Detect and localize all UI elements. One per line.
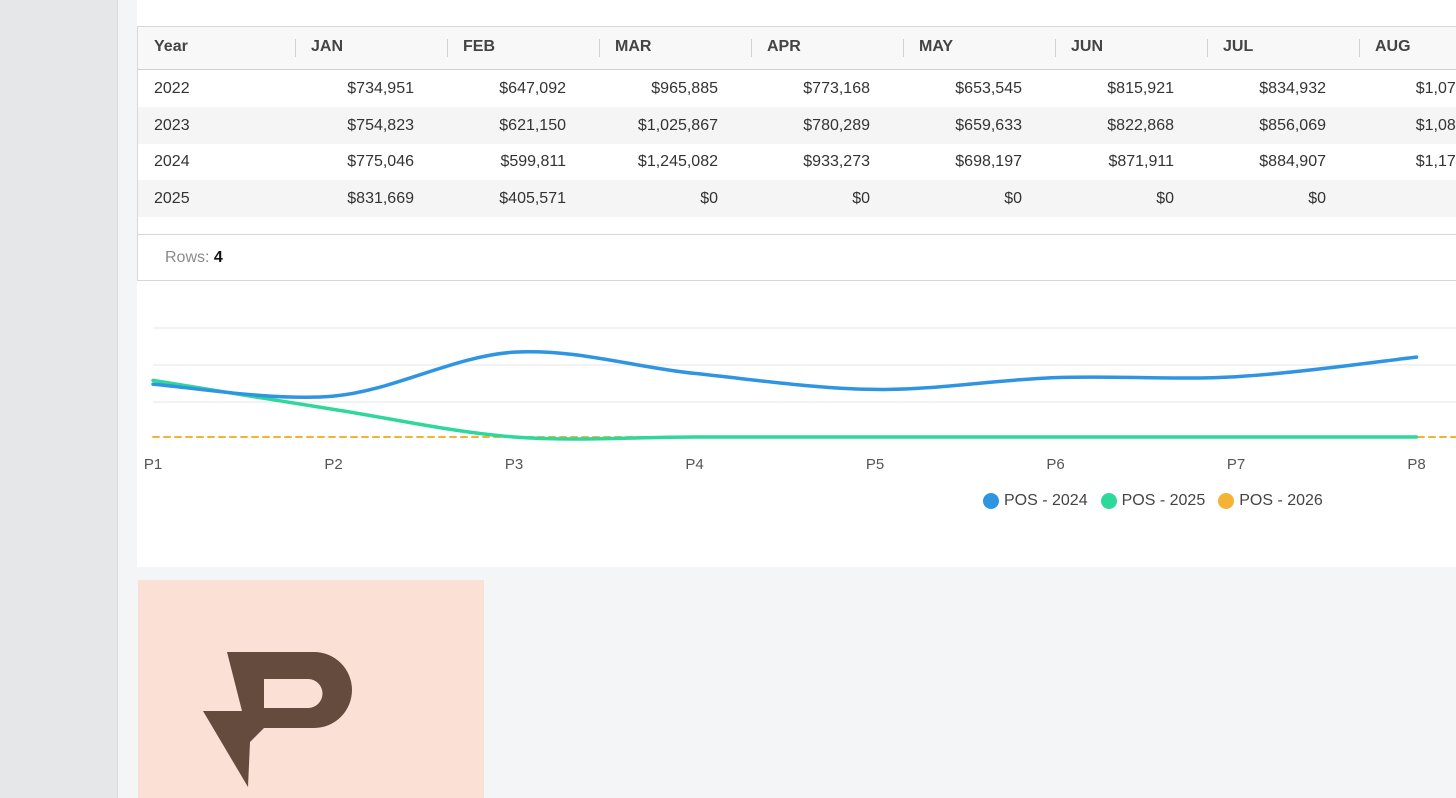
x-tick-label: P7 [1227,456,1245,473]
x-tick-label: P1 [144,456,162,473]
value-cell: $647,092 [499,80,566,97]
column-header-year[interactable]: Year [154,38,188,55]
column-header-may[interactable]: MAY [919,38,954,55]
column-resize-handle[interactable] [1055,39,1056,57]
value-cell: $659,633 [955,116,1022,134]
table-row[interactable]: 2024 $775,046 $599,811 $1,245,082 $933,273 $6… [138,143,1456,180]
legend-marker [983,493,999,509]
data-grid: Year JAN FEB MAR APR MAY JUN JUL AUG 2022 $734,95… [137,26,1456,281]
value-cell: $1,086,2 [1415,116,1456,134]
column-header-jul[interactable]: JUL [1223,38,1254,55]
value-cell: $1,079,4 [1415,80,1456,97]
x-tick-label: P2 [324,456,342,473]
value-cell: $775,046 [347,153,414,170]
table-row[interactable]: 2023 $754,823 $621,150 $1,025,867 $780,289 $6… [138,106,1456,144]
column-header-jan[interactable]: JAN [311,38,344,55]
column-resize-handle[interactable] [903,39,904,57]
brand-logo-mark [203,652,352,787]
column-resize-handle[interactable] [751,39,752,57]
x-tick-label: P8 [1407,456,1425,473]
value-cell: $1,025,867 [637,116,718,134]
value-cell: $0 [700,189,718,207]
value-cell: $822,868 [1107,116,1174,134]
rows-label: Rows: [165,249,210,266]
legend-marker [1100,493,1117,509]
value-cell: $773,168 [803,80,870,97]
value-cell: $599,811 [500,153,566,170]
column-header-aug[interactable]: AUG [1375,38,1411,55]
value-cell: $0 [1308,189,1326,207]
x-tick-label: P3 [505,456,523,473]
value-cell: $831,669 [347,189,414,207]
brand-logo [203,652,352,787]
value-cell: $0 [852,189,870,207]
value-cell: $933,273 [803,153,870,170]
table-row[interactable]: 2025 $831,669 $405,571 $0 $0 $0 $0 $0 [138,179,1456,217]
value-cell: $698,197 [955,153,1022,170]
value-cell: $1,245,082 [637,153,718,170]
grid-footer: Rows: 4 [138,234,1456,280]
value-cell: $965,885 [651,80,718,97]
table-row[interactable]: 2022 $734,951 $647,092 $965,885 $773,168 $653… [138,70,1456,107]
chart-legend: POS - 2024 POS - 2025 POS - 2026 [983,490,1336,512]
column-header-mar[interactable]: MAR [615,38,652,55]
legend-item[interactable]: POS - 2025 [1100,492,1206,510]
value-cell: $734,951 [347,80,414,97]
legend-label: POS - 2026 [1239,492,1323,509]
value-cell: $780,289 [803,116,870,134]
value-cell: $884,907 [1259,153,1326,170]
value-cell: $653,545 [955,80,1022,97]
value-cell: $621,150 [499,116,566,134]
value-cell: $754,823 [347,116,414,134]
legend-marker [1218,493,1235,509]
value-cell: $0 [1004,189,1022,207]
column-header-apr[interactable]: APR [767,38,801,55]
series-line-pos-2025[interactable] [151,378,1419,441]
value-cell: $856,069 [1259,116,1326,134]
value-cell: $1,172,3 [1415,153,1456,170]
column-resize-handle[interactable] [599,39,600,57]
column-resize-handle[interactable] [1207,39,1208,57]
column-resize-handle[interactable] [1359,39,1360,57]
pos-line-chart: P1 P2 P3 P4 P5 P6 P7 P8 [144,327,1456,473]
year-cell: 2023 [154,116,190,134]
column-header-feb[interactable]: FEB [463,38,495,55]
column-resize-handle[interactable] [447,39,448,57]
brand-logo-tile [138,580,484,798]
x-tick-label: P6 [1046,456,1064,473]
sales-panel: Year JAN FEB MAR APR MAY JUN JUL AUG 2022 $734,95… [137,0,1456,567]
legend-item[interactable]: POS - 2024 [983,492,1088,510]
column-header-jun[interactable]: JUN [1071,38,1104,55]
value-cell: $815,921 [1107,80,1174,97]
series-line-pos-2024[interactable] [151,349,1419,400]
grid-header-row: Year JAN FEB MAR APR MAY JUN JUL AUG [138,27,1456,70]
x-tick-label: P4 [685,456,703,473]
x-tick-label: P5 [866,456,884,473]
legend-label: POS - 2024 [1004,492,1088,509]
rows-count: 4 [213,249,223,266]
year-cell: 2024 [154,153,190,170]
legend-item[interactable]: POS - 2026 [1218,492,1323,510]
left-nav-rail [0,0,118,798]
legend-label: POS - 2025 [1121,492,1206,509]
year-cell: 2025 [154,189,190,207]
value-cell: $405,571 [499,189,566,207]
value-cell: $0 [1156,189,1174,207]
value-cell: $834,932 [1259,80,1326,97]
value-cell: $871,911 [1108,153,1174,170]
column-resize-handle[interactable] [295,39,296,57]
year-cell: 2022 [154,80,190,97]
